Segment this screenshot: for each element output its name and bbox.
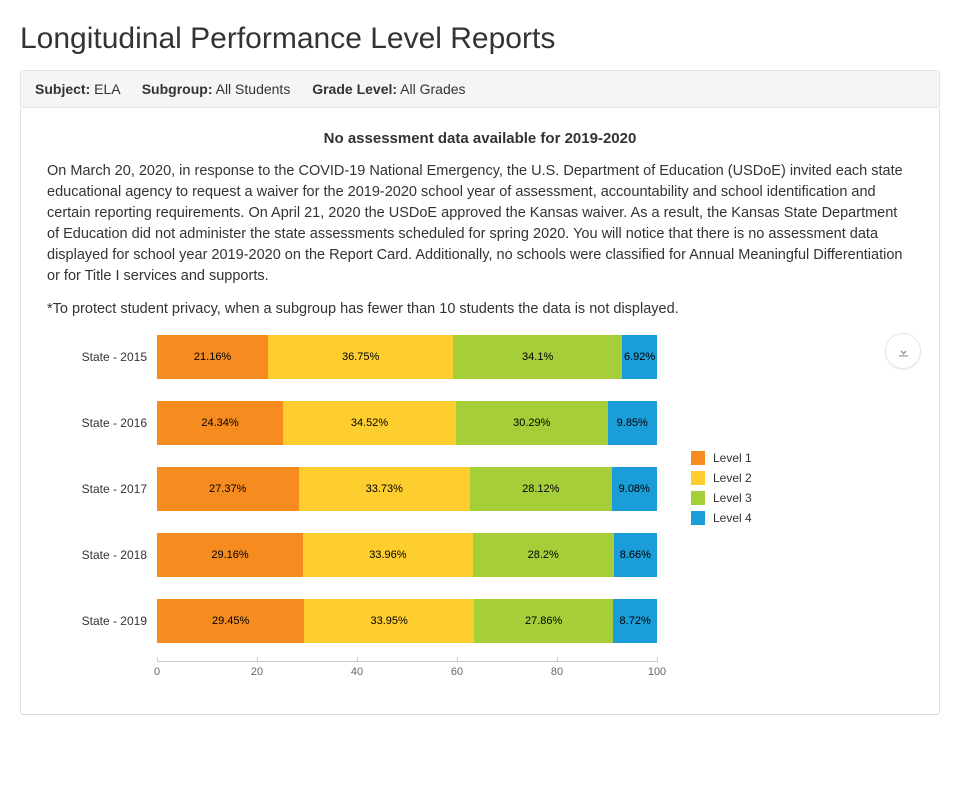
axis-tick xyxy=(257,657,258,662)
chart-container: State - 201521.16%36.75%34.1%6.92%State … xyxy=(47,335,913,690)
bar-segment: 8.72% xyxy=(613,599,657,643)
axis-tick-label: 20 xyxy=(251,666,263,678)
bar-segment: 27.37% xyxy=(157,467,299,511)
x-axis-row: 020406080100 xyxy=(47,661,657,690)
axis-tick-label: 60 xyxy=(451,666,463,678)
page-title: Longitudinal Performance Level Reports xyxy=(20,22,940,56)
legend-swatch xyxy=(691,491,705,505)
bar-row: State - 201829.16%33.96%28.2%8.66% xyxy=(47,533,657,577)
bar-category-label: State - 2017 xyxy=(47,482,157,496)
bar-segment: 33.96% xyxy=(303,533,473,577)
bar-segment: 33.73% xyxy=(299,467,471,511)
legend-swatch xyxy=(691,511,705,525)
legend-label: Level 2 xyxy=(713,471,752,485)
bar-segment: 9.85% xyxy=(608,401,658,445)
legend-item[interactable]: Level 4 xyxy=(691,511,752,525)
bar-segment: 36.75% xyxy=(268,335,453,379)
legend-label: Level 1 xyxy=(713,451,752,465)
legend-swatch xyxy=(691,451,705,465)
legend-swatch xyxy=(691,471,705,485)
download-icon xyxy=(896,344,911,359)
filter-grade-value: All Grades xyxy=(400,81,465,97)
bar-track: 29.16%33.96%28.2%8.66% xyxy=(157,533,657,577)
bar-segment: 34.1% xyxy=(453,335,622,379)
filter-subgroup-value: All Students xyxy=(216,81,291,97)
bar-segment: 8.66% xyxy=(614,533,657,577)
filter-subgroup: Subgroup: All Students xyxy=(142,81,295,97)
x-axis: 020406080100 xyxy=(157,661,657,690)
bar-segment: 6.92% xyxy=(622,335,657,379)
report-page: Longitudinal Performance Level Reports S… xyxy=(0,0,960,735)
bar-segment: 9.08% xyxy=(612,467,658,511)
filter-subgroup-label: Subgroup: xyxy=(142,81,213,97)
axis-tick-label: 40 xyxy=(351,666,363,678)
bar-category-label: State - 2015 xyxy=(47,350,157,364)
bar-track: 27.37%33.73%28.12%9.08% xyxy=(157,467,657,511)
chart-legend: Level 1 Level 2 Level 3 Level 4 xyxy=(691,445,752,531)
bar-row: State - 201727.37%33.73%28.12%9.08% xyxy=(47,467,657,511)
bar-row: State - 201929.45%33.95%27.86%8.72% xyxy=(47,599,657,643)
axis-tick xyxy=(657,657,658,662)
axis-tick-label: 0 xyxy=(154,666,160,678)
bar-track: 21.16%36.75%34.1%6.92% xyxy=(157,335,657,379)
bars-container: State - 201521.16%36.75%34.1%6.92%State … xyxy=(47,335,657,643)
chart-plot: State - 201521.16%36.75%34.1%6.92%State … xyxy=(47,335,657,690)
axis-tick xyxy=(557,657,558,662)
axis-tick-label: 100 xyxy=(648,666,666,678)
bar-row: State - 201624.34%34.52%30.29%9.85% xyxy=(47,401,657,445)
legend-item[interactable]: Level 2 xyxy=(691,471,752,485)
filter-subject-label: Subject: xyxy=(35,81,90,97)
bar-segment: 27.86% xyxy=(474,599,613,643)
download-chart-button[interactable] xyxy=(885,333,921,369)
bar-track: 29.45%33.95%27.86%8.72% xyxy=(157,599,657,643)
bar-segment: 29.45% xyxy=(157,599,304,643)
axis-tick xyxy=(457,657,458,662)
bar-category-label: State - 2019 xyxy=(47,614,157,628)
bar-track: 24.34%34.52%30.29%9.85% xyxy=(157,401,657,445)
legend-item[interactable]: Level 3 xyxy=(691,491,752,505)
chart-area: State - 201521.16%36.75%34.1%6.92%State … xyxy=(47,335,913,690)
filter-subject-value: ELA xyxy=(94,81,120,97)
bar-category-label: State - 2018 xyxy=(47,548,157,562)
bar-category-label: State - 2016 xyxy=(47,416,157,430)
filter-grade: Grade Level: All Grades xyxy=(312,81,465,97)
filter-grade-label: Grade Level: xyxy=(312,81,397,97)
notice-footnote: *To protect student privacy, when a subg… xyxy=(47,301,913,317)
legend-item[interactable]: Level 1 xyxy=(691,451,752,465)
notice-body: On March 20, 2020, in response to the CO… xyxy=(47,161,913,287)
bar-segment: 29.16% xyxy=(157,533,303,577)
legend-label: Level 4 xyxy=(713,511,752,525)
filter-subject: Subject: ELA xyxy=(35,81,124,97)
axis-spacer xyxy=(47,661,157,690)
bar-segment: 28.12% xyxy=(470,467,612,511)
bar-segment: 30.29% xyxy=(456,401,608,445)
bar-segment: 21.16% xyxy=(157,335,268,379)
bar-segment: 28.2% xyxy=(473,533,614,577)
bar-segment: 24.34% xyxy=(157,401,283,445)
legend-label: Level 3 xyxy=(713,491,752,505)
axis-tick-label: 80 xyxy=(551,666,563,678)
report-panel: No assessment data available for 2019-20… xyxy=(20,108,940,715)
axis-tick xyxy=(357,657,358,662)
filter-bar: Subject: ELA Subgroup: All Students Grad… xyxy=(20,70,940,108)
notice-title: No assessment data available for 2019-20… xyxy=(47,130,913,147)
bar-segment: 34.52% xyxy=(283,401,456,445)
bar-row: State - 201521.16%36.75%34.1%6.92% xyxy=(47,335,657,379)
axis-tick xyxy=(157,657,158,662)
bar-segment: 33.95% xyxy=(304,599,474,643)
